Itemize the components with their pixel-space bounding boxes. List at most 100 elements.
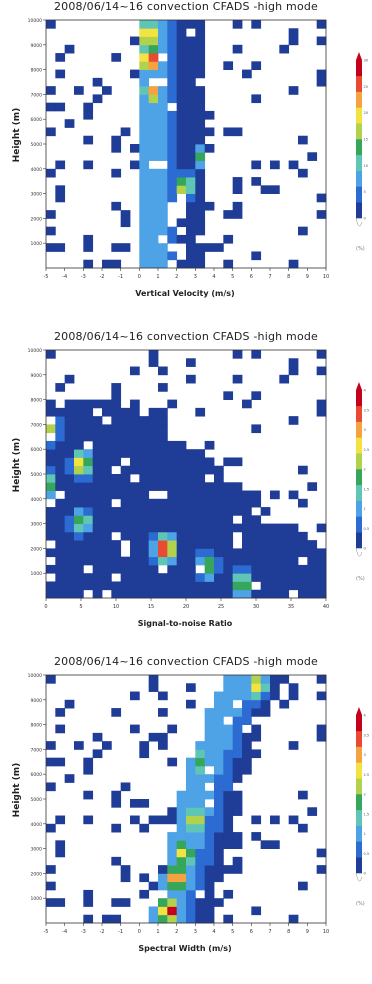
heatmap-cell: [176, 490, 187, 500]
heatmap-cell: [92, 507, 103, 516]
heatmap-cell: [251, 61, 262, 70]
heatmap-cell: [139, 36, 150, 46]
heatmap-cell: [214, 799, 224, 808]
heatmap-cell: [46, 457, 56, 467]
heatmap-cell: [186, 474, 196, 483]
heatmap-cell: [176, 234, 187, 244]
heatmap-cell: [176, 102, 187, 112]
heatmap-cell: [204, 201, 215, 211]
heatmap-cell: [242, 691, 252, 701]
heatmap-cell: [139, 515, 150, 524]
heatmap-cell: [232, 708, 243, 717]
heatmap-cell: [120, 564, 131, 574]
heatmap-cell: [223, 815, 234, 825]
heatmap-cell: [242, 548, 252, 558]
heatmap-cell: [130, 440, 140, 450]
heatmap-cell: [74, 523, 84, 533]
heatmap-cell: [204, 564, 215, 574]
heatmap-cell: [148, 498, 159, 508]
heatmap-cell: [195, 790, 206, 800]
heatmap-cell: [158, 243, 168, 252]
heatmap-cell: [102, 432, 112, 442]
colorbar-tail: [355, 547, 363, 557]
heatmap-cell: [139, 482, 150, 491]
heatmap-cell: [195, 53, 206, 62]
heatmap-cell: [251, 350, 262, 359]
heatmap-cell: [64, 540, 75, 549]
heatmap-cell: [148, 482, 159, 491]
heatmap-cell: [64, 523, 75, 533]
heatmap-cell: [270, 840, 280, 849]
heatmap-cell: [64, 490, 75, 500]
heatmap-cell: [232, 581, 243, 591]
heatmap-cell: [111, 391, 122, 400]
heatmap-cell: [195, 848, 206, 858]
heatmap-cell: [139, 490, 150, 500]
heatmap-cell: [204, 790, 215, 800]
heatmap-cell: [158, 102, 168, 112]
heatmap-cell: [46, 399, 56, 409]
heatmap-cell: [46, 482, 56, 491]
heatmap-cell: [186, 226, 196, 236]
heatmap-cell: [279, 573, 290, 582]
heatmap-cell: [232, 177, 243, 186]
heatmap-cell: [298, 168, 308, 178]
heatmap-cell: [195, 94, 206, 104]
heatmap-cell: [167, 457, 178, 467]
heatmap-cell: [186, 807, 196, 816]
heatmap-cell: [74, 399, 84, 409]
heatmap-cell: [195, 782, 206, 792]
heatmap-cell: [204, 548, 215, 558]
heatmap-cell: [102, 474, 112, 483]
heatmap-cell: [176, 177, 187, 186]
heatmap-cell: [167, 152, 178, 161]
heatmap-cell: [223, 675, 234, 684]
heatmap-cell: [204, 840, 215, 849]
heatmap-cell: [251, 564, 262, 574]
colorbar-segment: [356, 516, 362, 533]
heatmap-cell: [158, 416, 168, 425]
heatmap-cell: [111, 259, 122, 269]
heatmap-cell: [232, 201, 243, 211]
y-tick-label: 1000: [31, 241, 43, 247]
heatmap-cell: [74, 556, 84, 566]
heatmap-cell: [111, 424, 122, 434]
heatmap-cell: [158, 110, 168, 120]
heatmap-cell: [214, 573, 224, 582]
heatmap-cell: [176, 564, 187, 574]
heatmap-cell: [92, 399, 103, 409]
heatmap-cell: [176, 465, 187, 475]
heatmap-cell: [195, 498, 206, 508]
heatmap-cell: [270, 573, 280, 582]
heatmap-cell: [148, 226, 159, 236]
y-tick-label: 2000: [31, 546, 43, 552]
heatmap-cell: [316, 407, 327, 417]
heatmap-cell: [232, 774, 243, 783]
heatmap-cell: [195, 865, 206, 874]
heatmap-cell: [158, 432, 168, 442]
heatmap-cell: [186, 848, 196, 858]
heatmap-cell: [223, 807, 234, 816]
heatmap-cell: [139, 102, 150, 112]
heatmap-cell: [158, 898, 168, 907]
heatmap-cell: [260, 708, 271, 717]
y-tick-label: 7000: [31, 92, 43, 98]
heatmap-cell: [130, 457, 140, 467]
heatmap-cell: [148, 28, 159, 37]
heatmap-cell: [251, 498, 262, 508]
heatmap-cell: [55, 556, 66, 566]
colorbar-tick-label: 4: [364, 714, 367, 718]
heatmap-cell: [148, 732, 159, 742]
heatmap-cell: [158, 94, 168, 104]
heatmap-cell: [279, 523, 290, 533]
heatmap-cell: [232, 20, 243, 29]
heatmap-cell: [120, 482, 131, 491]
heatmap-cell: [111, 548, 122, 558]
heatmap-cell: [204, 724, 215, 734]
heatmap-cell: [167, 110, 178, 120]
heatmap-cell: [111, 449, 122, 458]
heatmap-cell: [186, 234, 196, 244]
heatmap-cell: [158, 152, 168, 161]
heatmap-cell: [270, 490, 280, 500]
heatmap-cell: [74, 573, 84, 582]
